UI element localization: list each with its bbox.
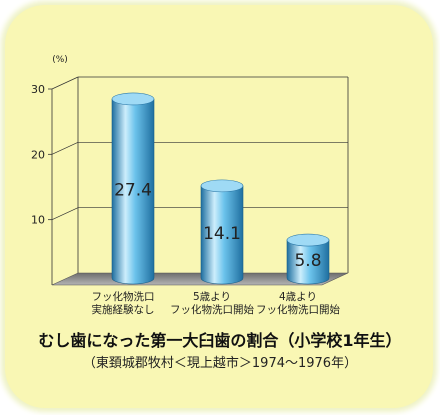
gridline-side [51,142,79,155]
bar-body [111,98,155,285]
bar-body [286,239,330,285]
x-tick-label: フッ化物洗口 [92,290,155,303]
bar-layer [111,92,330,285]
y-axis-unit-label: (%) [52,55,68,65]
data-label: 5.8 [294,251,321,271]
x-tick-label: 5歳より [193,291,231,303]
axis-layer [48,77,349,285]
bar-top [111,92,155,106]
bar-top [286,233,330,247]
x-tick-label: 実施経験なし [92,303,155,316]
gridline-side [51,207,79,220]
bar-body [200,185,244,285]
bar-top [200,179,244,193]
data-label: 27.4 [114,180,152,200]
label-layer: 10203027.4フッ化物洗口実施経験なし14.15歳よりフッ化物洗口開始5.… [31,83,340,316]
y-tick-label: 30 [31,83,45,96]
y-tick-label: 10 [31,214,45,227]
x-tick-label: フッ化物洗口開始 [170,303,254,316]
y-tick-label: 20 [31,148,45,161]
chart-title: むし歯になった第一大臼歯の割合（小学校1年生） [38,331,402,350]
data-label: 14.1 [203,224,241,244]
gridline-side [51,76,79,90]
x-tick-label: 4歳より [279,291,317,303]
chart-subtitle: （東頚城郡牧村＜現上越市＞1974〜1976年） [82,356,358,371]
x-tick-label: フッ化物洗口開始 [256,303,340,316]
